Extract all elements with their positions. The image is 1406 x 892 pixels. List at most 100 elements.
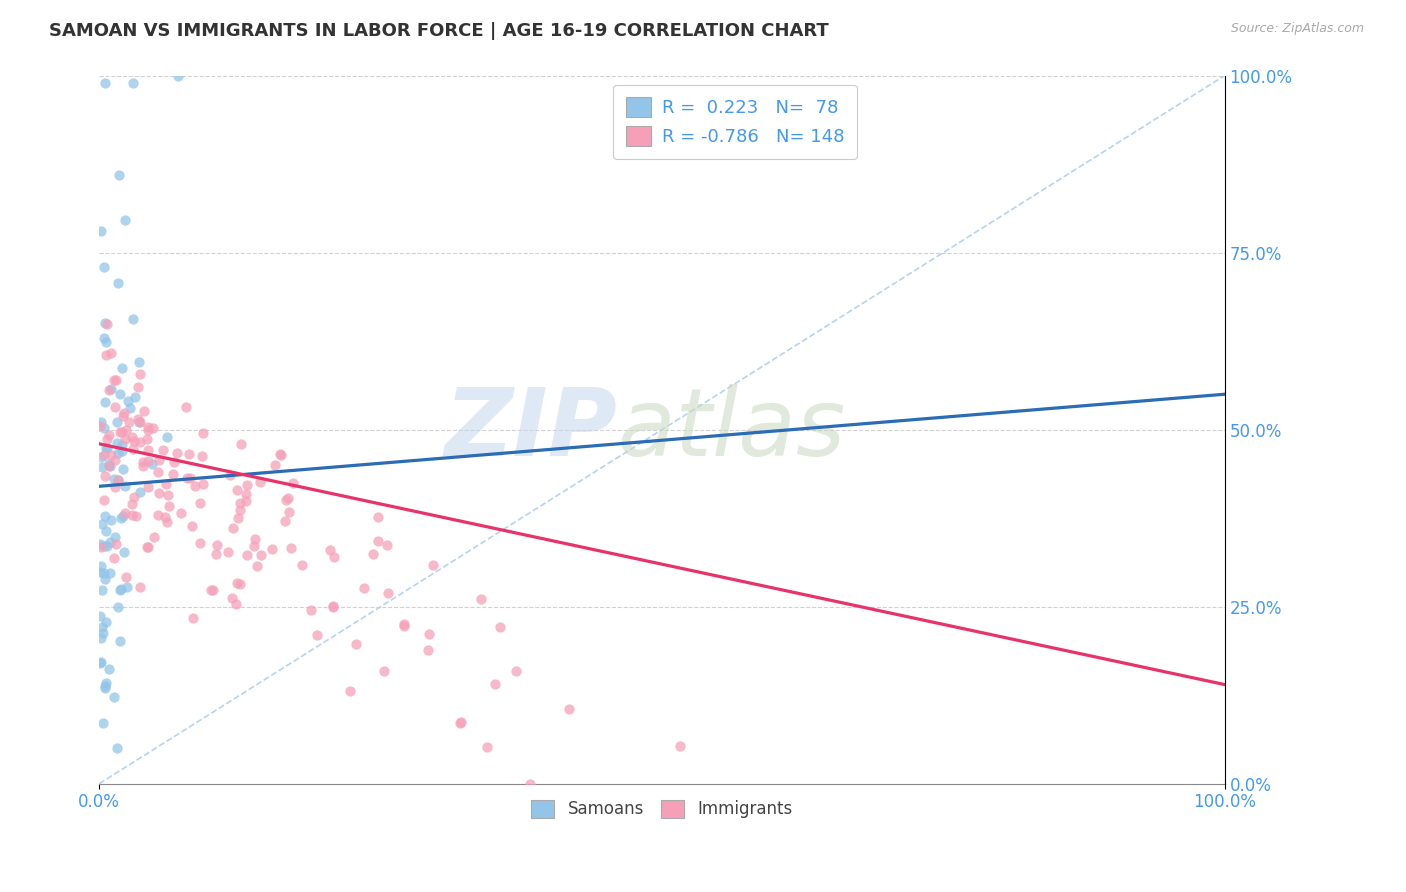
Point (152, 443, 174, 458)
Point (184, 479, 207, 493)
Point (205, 538, 228, 552)
Point (229, 495, 252, 509)
Point (103, 690, 125, 705)
Point (105, 374, 128, 388)
Point (136, 480, 159, 494)
Point (225, 483, 247, 497)
Point (129, 435, 152, 450)
Point (181, 611, 204, 625)
Point (93, 421, 115, 435)
Point (277, 505, 299, 519)
Point (180, 518, 202, 533)
Point (191, 425, 214, 440)
Point (156, 516, 179, 530)
Point (134, 404, 156, 418)
Point (148, 486, 170, 500)
Point (89, 537, 111, 551)
Point (229, 436, 252, 450)
Point (170, 506, 193, 520)
Point (104, 401, 127, 415)
Point (120, 401, 142, 415)
Point (236, 548, 259, 562)
Point (94, 469, 117, 483)
Point (136, 540, 159, 554)
Point (128, 355, 150, 369)
Point (166, 445, 188, 459)
Point (136, 541, 159, 555)
Point (235, 478, 257, 492)
Point (322, 600, 344, 615)
Point (249, 475, 271, 489)
Point (108, 168, 131, 182)
Point (89, 657, 111, 671)
Point (98, 535, 121, 549)
Text: atlas: atlas (617, 384, 845, 475)
Point (91, 619, 114, 633)
Point (449, 715, 471, 730)
Point (138, 453, 160, 467)
Text: ZIP: ZIP (444, 384, 617, 475)
Point (229, 503, 252, 517)
Point (94, 442, 117, 456)
Point (98, 459, 121, 474)
Point (129, 368, 152, 382)
Point (104, 480, 127, 494)
Point (505, 664, 527, 678)
Point (262, 541, 284, 556)
Point (89, 415, 111, 429)
Text: SAMOAN VS IMMIGRANTS IN LABOR FORCE | AGE 16-19 CORRELATION CHART: SAMOAN VS IMMIGRANTS IN LABOR FORCE | AG… (49, 22, 830, 40)
Point (96, 317, 118, 331)
Point (269, 447, 291, 461)
Point (263, 458, 285, 472)
Point (127, 380, 149, 394)
Point (277, 491, 299, 505)
Point (114, 213, 136, 227)
Point (107, 276, 129, 290)
Point (191, 476, 214, 491)
Point (110, 582, 132, 597)
Point (229, 577, 252, 591)
Point (367, 534, 389, 549)
Point (108, 582, 131, 597)
Point (132, 455, 155, 469)
Point (291, 558, 314, 572)
Point (155, 476, 177, 491)
Point (93, 449, 115, 463)
Point (94, 572, 117, 586)
Point (422, 558, 444, 572)
Point (128, 485, 150, 500)
Point (124, 391, 146, 405)
Point (103, 373, 125, 387)
Point (122, 312, 145, 326)
Point (93, 679, 115, 693)
Point (100, 448, 122, 462)
Point (100, 513, 122, 527)
Point (281, 475, 304, 490)
Point (136, 432, 159, 446)
Point (141, 457, 163, 471)
Point (103, 472, 125, 486)
Point (100, 346, 122, 360)
Point (93, 493, 115, 508)
Point (111, 509, 134, 524)
Point (219, 467, 242, 482)
Point (353, 581, 375, 595)
Point (217, 545, 239, 559)
Point (111, 462, 134, 476)
Point (90, 516, 112, 531)
Point (188, 536, 211, 550)
Point (274, 493, 297, 508)
Point (163, 455, 186, 469)
Point (98, 566, 121, 580)
Point (121, 430, 143, 444)
Point (94, 524, 117, 539)
Point (377, 538, 399, 552)
Point (93, 331, 115, 345)
Point (250, 548, 273, 562)
Point (307, 628, 329, 642)
Point (669, 739, 692, 753)
Point (96, 441, 118, 455)
Point (142, 421, 165, 435)
Point (103, 453, 125, 467)
Point (202, 582, 225, 597)
